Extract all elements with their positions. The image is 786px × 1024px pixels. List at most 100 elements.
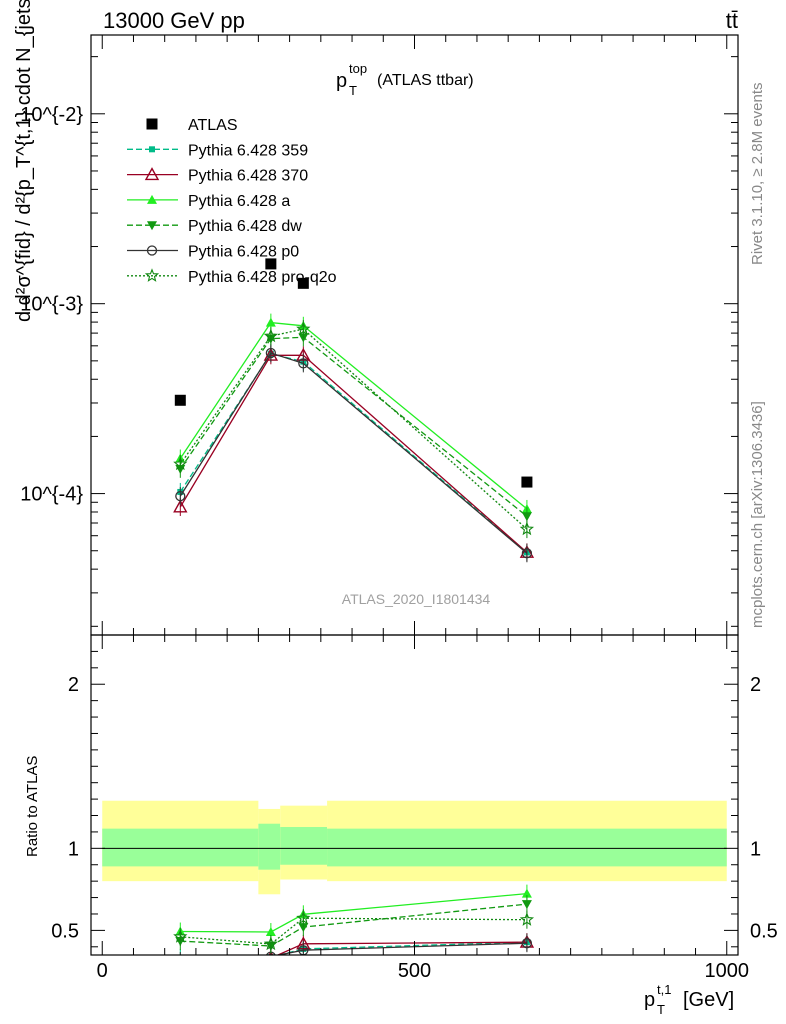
legend-marker: [144, 268, 160, 282]
ratio-band-inner: [327, 828, 727, 867]
ratio-series-pythia-6-428-p0: [176, 934, 533, 966]
legend-entry: Pythia 6.428 359: [127, 142, 308, 159]
ratio-point: [174, 961, 186, 972]
main-point-shape: [519, 521, 535, 536]
x-axis-label: p t,1 T [GeV]: [644, 982, 734, 1017]
main-point: [297, 277, 309, 289]
ratio-band-inner: [280, 827, 328, 865]
main-point: [173, 456, 188, 471]
main-point: [521, 476, 533, 488]
ratio-point-shape: [298, 923, 309, 933]
ratio-point: [521, 888, 532, 898]
legend: ATLAS Pythia 6.428 359 Pythia 6.428 370 Pyt…: [127, 117, 337, 286]
main-point-shape: [521, 476, 533, 488]
ratio-y-tick-label-left: 1: [68, 838, 79, 860]
ratio-point: [298, 923, 309, 933]
main-series-line: [179, 328, 528, 530]
ratio-point: [263, 936, 279, 951]
ratio-point-shape: [521, 900, 532, 910]
ratio-series-pythia-6-428-dw: [175, 895, 532, 955]
main-series-line: [179, 336, 528, 517]
legend-label: Pythia 6.428 a: [188, 193, 290, 210]
ratio-y-tick-label-right: 1: [750, 838, 761, 860]
legend-marker: [146, 245, 158, 256]
legend-label: Pythia 6.428 dw: [188, 218, 302, 235]
ratio-point-shape: [265, 927, 276, 937]
ratio-series-line: [180, 917, 527, 945]
x-tick-label: 0: [97, 960, 108, 982]
legend-entry: ATLAS: [146, 117, 238, 134]
main-series-pythia-6-428-370: [173, 346, 535, 562]
legend-marker-shape: [146, 118, 158, 130]
ratio-series-line: [275, 942, 527, 955]
legend-marker-shape: [149, 146, 155, 153]
mcplots-label: mcplots.cern.ch [arXiv:1306.3436]: [749, 401, 766, 628]
main-point-shape: [296, 321, 311, 336]
legend-entry: Pythia 6.428 a: [127, 193, 290, 210]
main-point-shape: [265, 317, 276, 327]
main-series-line: [179, 352, 528, 553]
main-y-tick-label: 10^{-3}: [20, 294, 83, 316]
main-point: [263, 328, 279, 343]
legend-label: Pythia 6.428 370: [188, 168, 308, 185]
main-point-shape: [173, 456, 188, 471]
ratio-point-shape: [519, 912, 535, 926]
main-point: [521, 548, 533, 559]
ratio-point: [176, 957, 185, 966]
ratio-series-pythia-6-428-pro-q2o: [173, 909, 535, 954]
main-point-shape: [297, 277, 309, 289]
legend-marker: [149, 146, 155, 153]
ratio-point: [521, 938, 533, 949]
legend-marker: [144, 167, 160, 181]
x-tick-label: 500: [398, 960, 431, 982]
analysis-watermark: ATLAS_2020_I1801434: [342, 591, 491, 607]
main-point: [175, 490, 186, 502]
main-title-note: (ATLAS ttbar): [377, 72, 474, 89]
main-point: [265, 347, 277, 359]
ratio-point-shape: [521, 938, 533, 949]
ratio-point-shape: [263, 936, 279, 951]
legend-label: Pythia 6.428 pro-q2o: [188, 269, 337, 286]
main-point: [519, 521, 535, 536]
legend-marker-shape: [144, 167, 160, 181]
main-series-atlas: [174, 258, 533, 488]
energy-label: 13000 GeV pp: [103, 8, 245, 33]
axes: 10^{-4} 10^{-3} 10^{-2} 0.5 0.5 1 1 2 2 0 500 1000: [20, 34, 778, 982]
ratio-series-line: [276, 941, 527, 955]
ratio-uncertainty-bands: [102, 800, 727, 895]
ratio-point: [296, 910, 311, 925]
legend-marker: [146, 118, 158, 130]
main-title-symbol: p: [336, 70, 347, 92]
ratio-point-shape: [521, 888, 532, 898]
ratio-point-shape: [173, 929, 188, 943]
main-point-shape: [265, 258, 277, 270]
main-point: [296, 321, 311, 336]
main-point-shape: [521, 512, 532, 522]
main-point: [521, 512, 532, 522]
main-point: [298, 358, 309, 369]
main-point-shape: [265, 347, 277, 359]
legend-entry: Pythia 6.428 pro-q2o: [127, 268, 337, 286]
main-point-shape: [263, 328, 279, 343]
main-series-line: [179, 352, 528, 554]
legend-marker: [147, 194, 157, 204]
ratio-series-pythia-6-428-a: [175, 884, 532, 942]
main-y-tick-label: 10^{-2}: [20, 104, 83, 126]
ratio-point: [521, 900, 532, 910]
legend-marker-shape: [147, 194, 157, 204]
main-point: [265, 258, 277, 270]
main-title-subscript: T: [349, 83, 357, 98]
ratio-point: [265, 927, 276, 937]
legend-marker: [147, 221, 157, 231]
ratio-point: [519, 912, 535, 926]
ratio-series-line: [180, 892, 527, 933]
main-title-superscript: top: [349, 61, 367, 76]
ratio-point-shape: [296, 910, 311, 925]
legend-marker-shape: [147, 221, 157, 231]
x-axis-label-superscript: t,1: [657, 982, 671, 997]
ratio-point-shape: [177, 955, 183, 961]
ratio-point-shape: [176, 957, 185, 966]
main-series-pythia-6-428-p0: [175, 343, 533, 563]
ratio-y-axis-label: Ratio to ATLAS: [24, 756, 41, 857]
